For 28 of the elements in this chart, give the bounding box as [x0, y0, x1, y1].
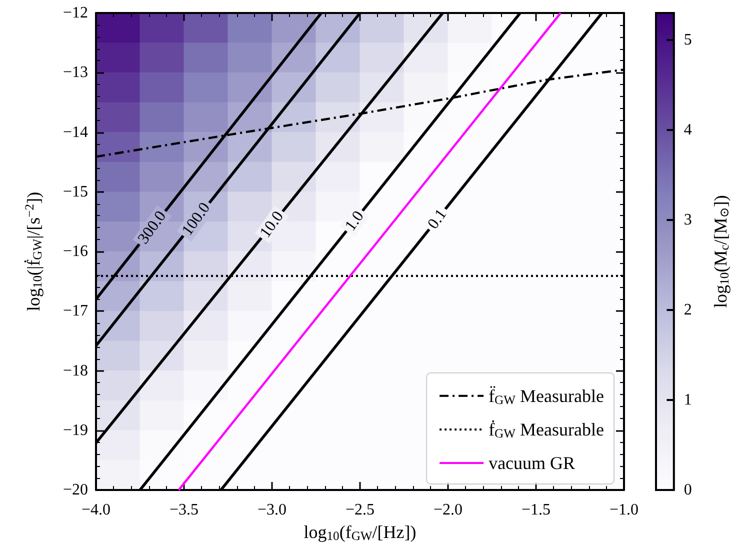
color-bar-label: 5 [684, 32, 692, 48]
x-tick-label: −2.5 [345, 502, 375, 518]
x-tick-label: −1.5 [521, 502, 551, 518]
annotation: 10.0 [256, 208, 288, 241]
y-tick-label: −16 [62, 243, 88, 260]
color-bar-label: 2 [684, 302, 692, 318]
y-tick-label: −14 [62, 124, 88, 141]
x-tick-label: −2.0 [433, 502, 463, 518]
color-bar-title: log10(Mc/[M⊙]) [710, 195, 732, 308]
y-tick-label: −18 [62, 362, 88, 380]
y-tick-label: −12 [62, 4, 88, 22]
y-tick-label: −20 [62, 482, 88, 498]
y-tick-label: −15 [62, 183, 88, 200]
color-bar-label: 3 [684, 212, 692, 228]
color-bar-label: 1 [684, 392, 692, 408]
legend-label: vacuum GR [488, 453, 576, 473]
y-tick-label: −13 [62, 64, 88, 82]
color-bar-label: 4 [684, 122, 692, 138]
x-tick-label: −3.5 [169, 502, 199, 518]
y-axis-title: log10(|ḟGW|/[s−2]) [22, 192, 44, 312]
x-tick-label: −4.0 [81, 502, 111, 518]
x-tick-label: −3.0 [257, 502, 287, 518]
y-tick-label: −17 [62, 302, 88, 320]
y-tick-label: −19 [62, 422, 88, 439]
x-tick-label: −1.0 [609, 502, 639, 518]
annotation: 1.0 [342, 208, 368, 234]
color-bar-label: 0 [684, 482, 692, 498]
annotation: 0.1 [424, 206, 450, 232]
